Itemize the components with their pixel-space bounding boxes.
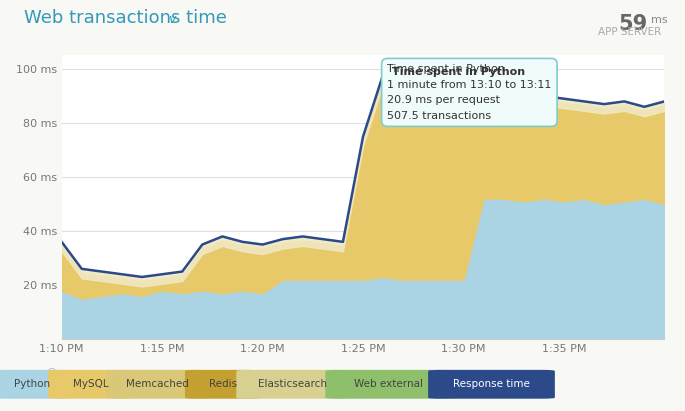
Text: Python: Python	[14, 379, 51, 389]
Text: ◎: ◎	[47, 367, 56, 376]
Text: Redis: Redis	[208, 379, 237, 389]
FancyBboxPatch shape	[428, 370, 555, 399]
FancyBboxPatch shape	[236, 370, 349, 399]
Text: ms: ms	[651, 15, 667, 25]
FancyBboxPatch shape	[0, 370, 72, 399]
FancyBboxPatch shape	[185, 370, 260, 399]
Text: 59: 59	[618, 14, 647, 35]
FancyBboxPatch shape	[325, 370, 452, 399]
Text: Time spent in Python: Time spent in Python	[392, 67, 525, 77]
Text: Time spent in Python
1 minute from 13:10 to 13:11
20.9 ms per request
507.5 tran: Time spent in Python 1 minute from 13:10…	[387, 64, 551, 121]
Text: Web transactions time: Web transactions time	[24, 9, 227, 28]
Text: v: v	[168, 13, 175, 26]
FancyBboxPatch shape	[106, 370, 209, 399]
Text: Response time: Response time	[453, 379, 530, 389]
FancyBboxPatch shape	[48, 370, 134, 399]
Text: MySQL: MySQL	[73, 379, 109, 389]
Text: Memcached: Memcached	[126, 379, 189, 389]
Text: APP SERVER: APP SERVER	[598, 27, 661, 37]
Text: Web external: Web external	[354, 379, 423, 389]
Text: Elasticsearch: Elasticsearch	[258, 379, 327, 389]
